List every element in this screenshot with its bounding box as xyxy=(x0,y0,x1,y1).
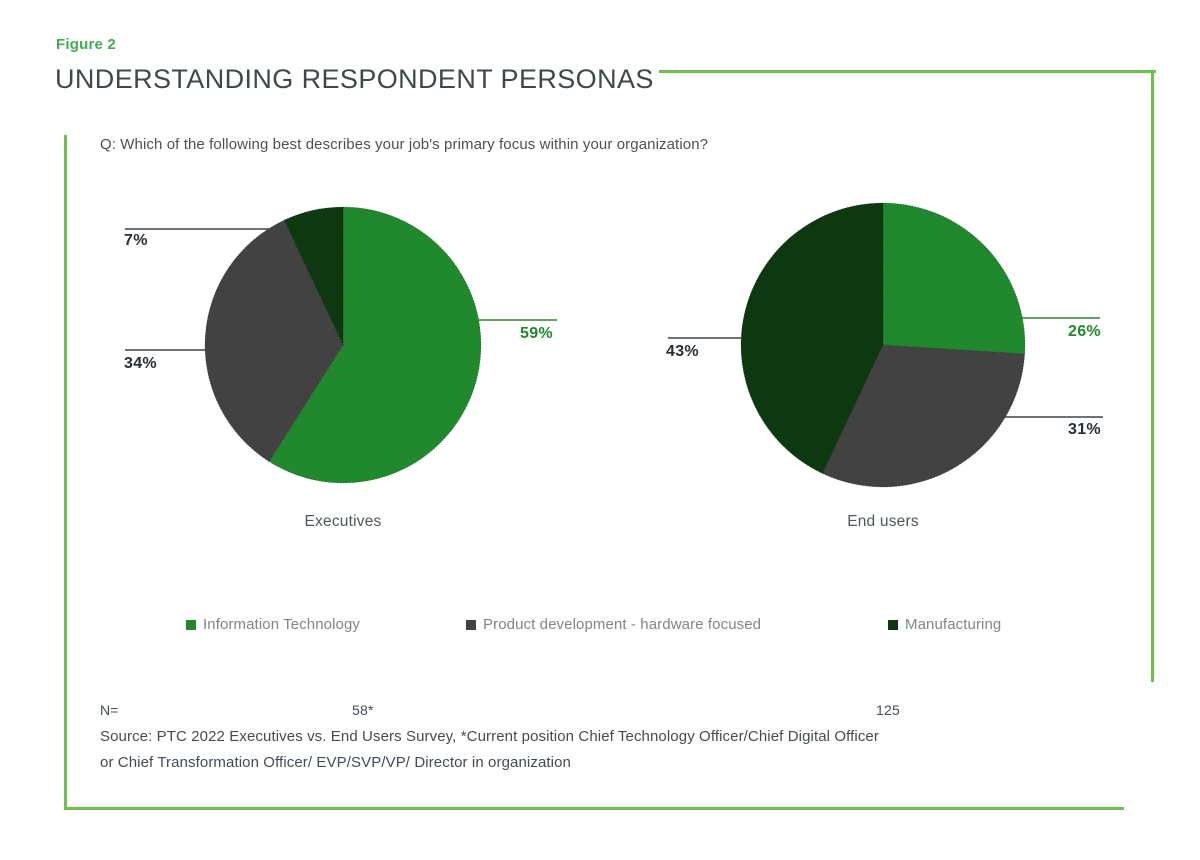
end-users-pie-slice-manufacturing xyxy=(740,202,884,475)
legend-item-information-technology: Information Technology xyxy=(186,616,360,633)
executives-pie-slice-product-development-hardware-focused xyxy=(204,219,344,463)
source-text-line-2: or Chief Transformation Officer/ EVP/SVP… xyxy=(100,754,571,771)
legend-swatch-information-technology-icon xyxy=(186,619,196,630)
border-line-bottom xyxy=(64,807,1124,810)
executives-pie-caption: Executives xyxy=(304,513,382,530)
n-value-executives: 58* xyxy=(352,702,374,718)
executives-pie-slice-information-technology xyxy=(268,206,482,484)
end-users-pie-caption: End users xyxy=(847,513,919,530)
border-line-left xyxy=(64,135,67,809)
pie-charts-canvas xyxy=(125,202,1103,488)
border-line-top-right xyxy=(659,70,1156,73)
end-users-label-information-technology: 26% xyxy=(1068,323,1101,340)
executives-label-manufacturing: 7% xyxy=(124,232,148,249)
source-text-line-1: Source: PTC 2022 Executives vs. End User… xyxy=(100,728,879,745)
n-value-end-users: 125 xyxy=(876,702,900,718)
n-prefix: N= xyxy=(100,702,119,718)
legend-swatch-product-development-icon xyxy=(466,619,476,630)
end-users-pie-slice-product-development-hardware-focused xyxy=(822,344,1026,488)
legend-item-manufacturing: Manufacturing xyxy=(888,616,1001,633)
legend-label-manufacturing: Manufacturing xyxy=(905,616,1002,633)
end-users-label-product-development: 31% xyxy=(1068,421,1101,438)
figure-label: Figure 2 xyxy=(56,36,116,53)
legend-label-product-development: Product development - hardware focused xyxy=(483,616,762,633)
executives-label-product-development: 34% xyxy=(124,355,157,372)
legend-swatch-manufacturing-icon xyxy=(888,619,898,630)
page-title: UNDERSTANDING RESPONDENT PERSONAS xyxy=(55,64,654,94)
end-users-label-manufacturing: 43% xyxy=(666,343,699,360)
border-line-right xyxy=(1151,70,1154,682)
executives-label-information-technology: 59% xyxy=(520,325,553,342)
executives-pie-slice-manufacturing xyxy=(283,206,344,346)
legend-item-product-development: Product development - hardware focused xyxy=(466,616,761,633)
end-users-pie-slice-information-technology xyxy=(882,202,1026,355)
legend-label-information-technology: Information Technology xyxy=(203,616,361,633)
survey-question: Q: Which of the following best describes… xyxy=(100,136,709,153)
